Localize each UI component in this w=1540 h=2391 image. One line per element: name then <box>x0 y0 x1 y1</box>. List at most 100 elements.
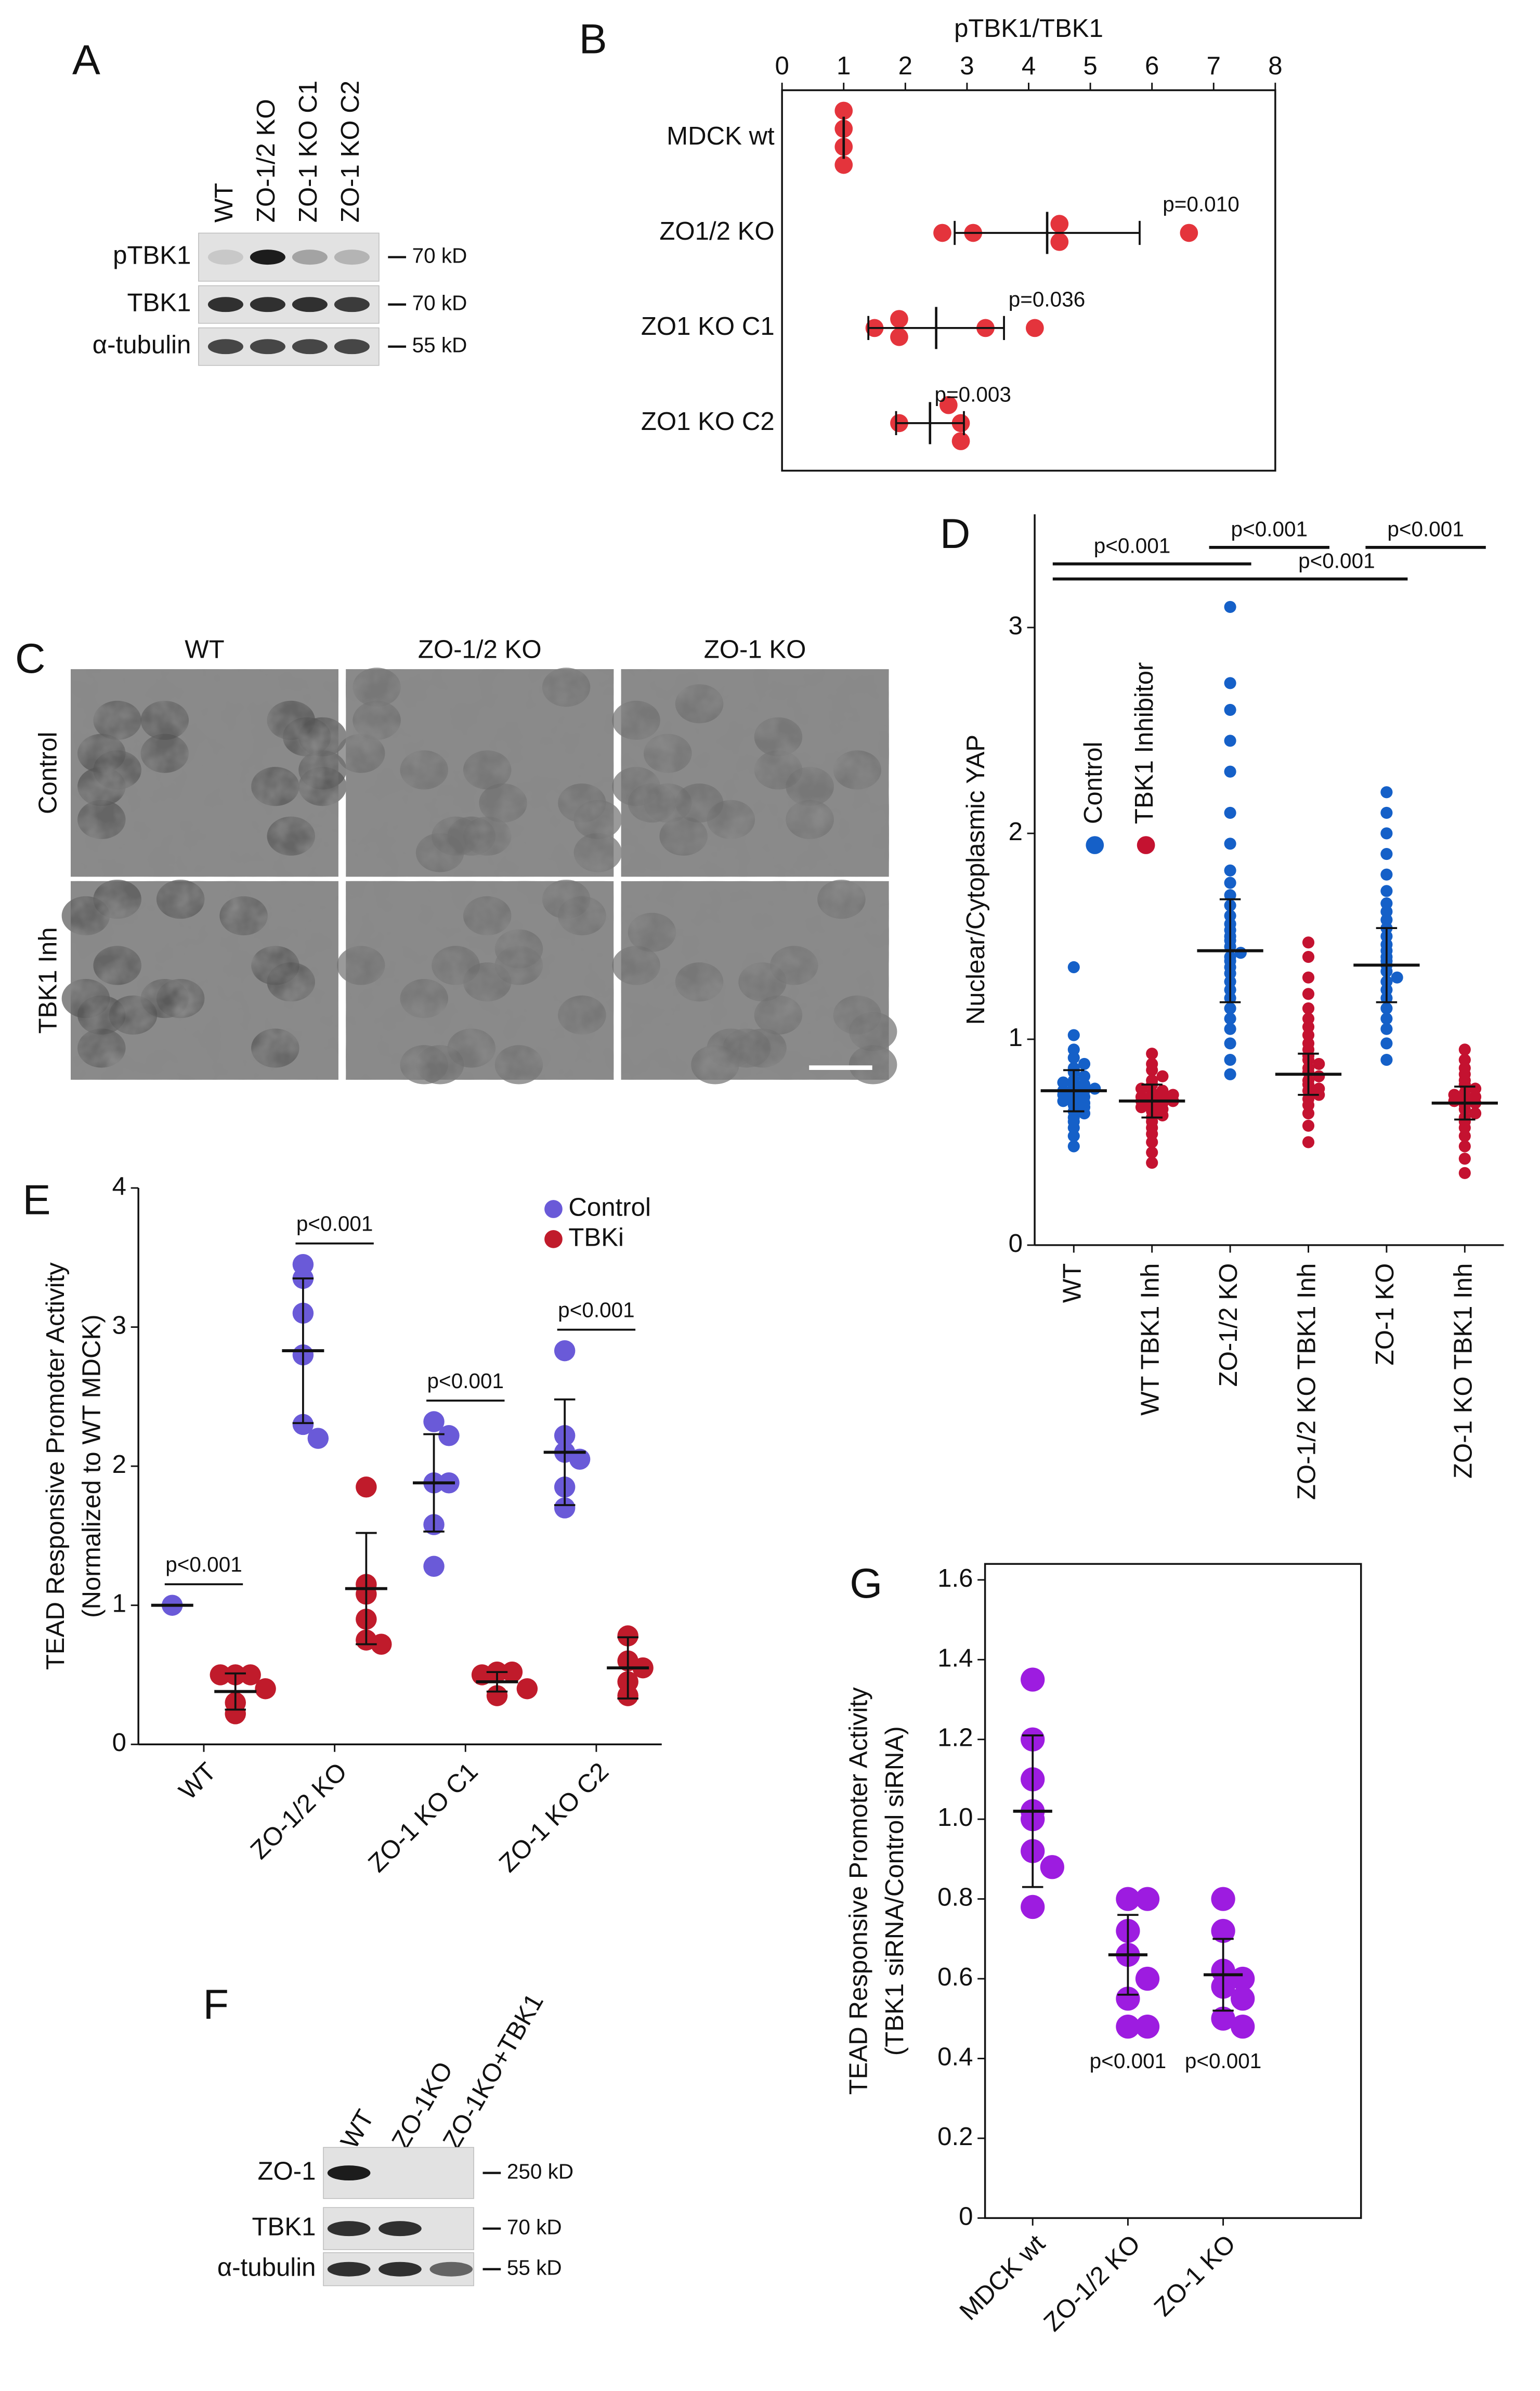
y-axis-label: (Normalized to WT MDCK) <box>77 1314 106 1618</box>
row-label: TBK1 Inh <box>33 927 62 1034</box>
data-point <box>1135 1082 1148 1095</box>
data-point <box>1380 897 1393 910</box>
data-point <box>1057 1076 1069 1089</box>
data-point <box>1167 1089 1179 1101</box>
data-point <box>1089 1082 1101 1095</box>
y-tick-label: 0.6 <box>937 1963 973 1991</box>
x-tick-label: 4 <box>1022 51 1036 80</box>
data-point <box>1067 1029 1080 1041</box>
y-tick-label: 0.2 <box>937 2122 973 2151</box>
data-point <box>1211 1918 1235 1943</box>
column-label: ZO-1 KO <box>704 635 806 663</box>
panel-letter: G <box>850 1560 882 1607</box>
x-tick-label: 8 <box>1268 51 1282 80</box>
lane-label: WT <box>210 183 238 223</box>
data-point <box>1302 936 1315 949</box>
p-value: p<0.001 <box>1231 517 1308 541</box>
data-point <box>516 1678 538 1700</box>
data-point <box>1078 1057 1091 1070</box>
category-label: WT <box>173 1757 221 1806</box>
micrograph-grain <box>621 669 889 877</box>
data-point <box>1116 2014 1140 2039</box>
category-label: ZO-1/2 KO <box>1038 2229 1146 2337</box>
data-point <box>1380 827 1393 840</box>
y-tick-label: 0 <box>112 1728 126 1757</box>
data-point <box>1067 1140 1080 1153</box>
category-label: ZO-1/2 KO <box>1214 1263 1243 1387</box>
data-point <box>438 1425 460 1446</box>
data-point <box>1050 232 1069 251</box>
data-point <box>1224 600 1236 613</box>
row-label: α-tubulin <box>217 2253 316 2282</box>
data-point <box>1231 1987 1255 2011</box>
data-point <box>834 155 853 174</box>
data-point <box>1078 1070 1091 1082</box>
micrograph-grain <box>346 669 614 877</box>
y-tick-label: 2 <box>112 1450 126 1479</box>
blot-band <box>292 297 328 312</box>
legend-label: Control <box>1079 742 1107 824</box>
data-point <box>1224 703 1236 716</box>
y-tick-label: 0.4 <box>937 2042 973 2071</box>
category-label: ZO-1 KO C1 <box>363 1757 484 1878</box>
panel-letter: D <box>940 511 970 557</box>
y-axis-label: (TBK1 siRNA/Control siRNA) <box>880 1726 909 2056</box>
data-point <box>1146 1156 1158 1169</box>
data-point <box>1380 885 1393 897</box>
data-point <box>1224 838 1236 850</box>
blot-band <box>207 297 243 312</box>
size-marker: 70 kD <box>412 243 467 267</box>
category-label: ZO-1/2 KO TBK1 Inh <box>1292 1263 1321 1500</box>
row-label: TBK1 <box>127 289 191 317</box>
data-point <box>554 1497 576 1519</box>
p-value: p<0.001 <box>427 1369 504 1393</box>
data-point <box>1302 1136 1315 1148</box>
data-point <box>1469 1107 1482 1120</box>
data-point <box>1116 1987 1140 2011</box>
data-point <box>1302 1002 1315 1015</box>
data-point <box>1380 806 1393 819</box>
x-tick-label: 3 <box>960 51 974 80</box>
data-point <box>1224 864 1236 877</box>
data-point <box>1302 1021 1315 1033</box>
data-point <box>1224 1053 1236 1066</box>
p-value: p<0.001 <box>1298 548 1375 572</box>
category-label: ZO-1 KO C2 <box>493 1757 614 1878</box>
x-tick-label: 2 <box>898 51 912 80</box>
micrograph-grain <box>71 669 338 877</box>
category-label: MDCK wt <box>667 122 775 150</box>
y-tick-label: 0.8 <box>937 1883 973 1912</box>
data-point <box>1146 1057 1158 1070</box>
data-point <box>939 396 958 414</box>
data-point <box>1458 1043 1471 1056</box>
data-point <box>554 1340 576 1362</box>
lane-label: ZO-1 KO C2 <box>336 81 364 223</box>
data-point <box>501 1661 523 1683</box>
legend-marker <box>544 1200 563 1218</box>
data-point <box>1380 786 1393 799</box>
y-tick-label: 1.2 <box>937 1723 973 1752</box>
plot-frame <box>984 1563 1362 2219</box>
data-point <box>1448 1089 1460 1101</box>
plot-frame <box>781 89 1276 472</box>
data-point <box>1380 1023 1393 1035</box>
data-point <box>1224 1002 1236 1015</box>
chart-title: pTBK1/TBK1 <box>954 14 1103 43</box>
data-point <box>1156 1070 1169 1082</box>
data-point <box>292 1414 314 1435</box>
data-point <box>486 1685 508 1706</box>
data-point <box>1067 1130 1080 1142</box>
size-marker: 55 kD <box>507 2255 562 2279</box>
data-point <box>933 224 951 242</box>
data-point <box>1380 913 1393 926</box>
data-point <box>471 1664 493 1686</box>
data-point <box>1026 319 1044 337</box>
data-point <box>1146 1074 1158 1087</box>
data-point <box>1135 1966 1160 1991</box>
legend-marker <box>544 1230 563 1248</box>
p-value: p=0.036 <box>1009 288 1085 311</box>
column-label: ZO-1/2 KO <box>418 635 542 663</box>
blot-band <box>292 339 328 355</box>
legend-label: Control <box>568 1193 650 1222</box>
data-point <box>1391 971 1403 984</box>
